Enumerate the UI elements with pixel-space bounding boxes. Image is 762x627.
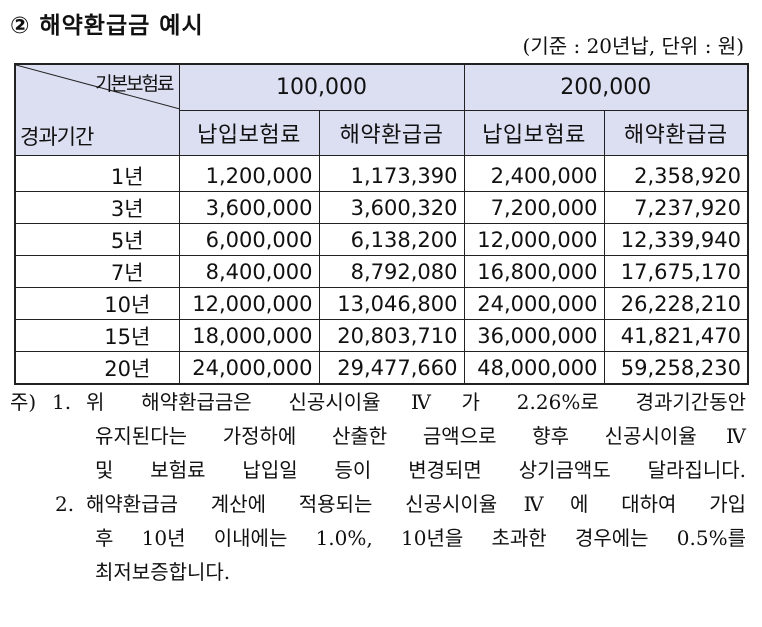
table-row: 10년 12,000,000 13,046,800 24,000,000 26,228,… [14,287,749,320]
paid-premium-cell: 12,000,000 [178,287,320,320]
subheader-refund: 해약환급금 [318,109,465,156]
table-row: 15년 18,000,000 20,803,710 36,000,000 41,821,… [14,319,749,352]
paid-premium-cell: 36,000,000 [463,319,605,352]
refund-cell: 26,228,210 [603,287,749,320]
note-1-number: 1. [52,390,72,414]
refund-cell: 3,600,320 [318,191,465,224]
refund-cell: 8,792,080 [318,255,465,288]
period-cell: 7년 [14,255,180,288]
refund-cell: 17,675,170 [603,255,749,288]
period-cell: 1년 [14,155,180,192]
paid-premium-cell: 2,400,000 [463,155,605,192]
refund-cell: 20,803,710 [318,319,465,352]
note-1-line-3: 및 보험료 납입일 등이 변경되면 상기금액도 달라집니다. [95,458,746,482]
section-title: ② 해약환급금 예시 [10,13,204,39]
paid-premium-cell: 1,200,000 [178,155,320,192]
period-cell: 15년 [14,319,180,352]
paid-premium-cell: 8,400,000 [178,255,320,288]
paid-premium-cell: 18,000,000 [178,319,320,352]
corner-label-period: 경과기간 [20,125,94,149]
paid-premium-cell: 12,000,000 [463,223,605,256]
refund-cell: 2,358,920 [603,155,749,192]
note-1-line-1: 위 해약환급금은 신공시이율Ⅳ가 2.26%로 경과기간동안 [86,390,746,414]
subheader-paid-premium: 납입보험료 [178,109,320,156]
table-corner-cell: 기본보험료 경과기간 [14,63,180,156]
table-row: 3년 3,600,000 3,600,320 7,200,000 7,237,920 [14,191,749,224]
refund-cell: 12,339,940 [603,223,749,256]
refund-cell: 6,138,200 [318,223,465,256]
corner-diagonal [16,65,180,110]
refund-table: 기본보험료 경과기간 100,000 200,000 납입보험료 해약환급금 납… [14,63,750,385]
subheader-paid-premium: 납입보험료 [463,109,605,156]
paid-premium-cell: 48,000,000 [463,351,605,385]
corner-label-premium: 기본보험료 [95,73,174,95]
table-row: 20년 24,000,000 29,477,660 48,000,000 59,258,… [14,351,749,385]
refund-cell: 7,237,920 [603,191,749,224]
paid-premium-cell: 3,600,000 [178,191,320,224]
period-cell: 5년 [14,223,180,256]
note-1-line-2: 유지된다는 가정하에 산출한 금액으로 향후 신공시이율Ⅳ [95,424,746,448]
unit-note: (기준 : 20년납, 단위 : 원) [522,34,744,58]
paid-premium-cell: 6,000,000 [178,223,320,256]
paid-premium-cell: 16,800,000 [463,255,605,288]
refund-cell: 13,046,800 [318,287,465,320]
group-header-100000: 100,000 [178,63,465,111]
refund-cell: 29,477,660 [318,351,465,385]
period-cell: 20년 [14,351,180,385]
note-2-line-3: 최저보증합니다. [95,560,231,584]
table-row: 5년 6,000,000 6,138,200 12,000,000 12,339,940 [14,223,749,256]
paid-premium-cell: 24,000,000 [463,287,605,320]
period-cell: 3년 [14,191,180,224]
group-header-200000: 200,000 [463,63,749,111]
paid-premium-cell: 7,200,000 [463,191,605,224]
footnotes: 주) 1. 위 해약환급금은 신공시이율Ⅳ가 2.26%로 경과기간동안 유지된… [10,385,750,589]
refund-cell: 41,821,470 [603,319,749,352]
refund-cell: 1,173,390 [318,155,465,192]
refund-cell: 59,258,230 [603,351,749,385]
table-row: 1년 1,200,000 1,173,390 2,400,000 2,358,920 [14,155,749,192]
table-row: 7년 8,400,000 8,792,080 16,800,000 17,675,170 [14,255,749,288]
note-2-number: 2. [55,492,75,516]
period-cell: 10년 [14,287,180,320]
note-2-line-2: 후 10년 이내에는 1.0%, 10년을 초과한 경우에는 0.5%를 [95,526,746,550]
note-2-line-1: 해약환급금 계산에 적용되는 신공시이율Ⅳ에 대하여 가입 [86,492,746,516]
paid-premium-cell: 24,000,000 [178,351,320,385]
note-prefix: 주) [10,390,37,414]
subheader-refund: 해약환급금 [603,109,749,156]
